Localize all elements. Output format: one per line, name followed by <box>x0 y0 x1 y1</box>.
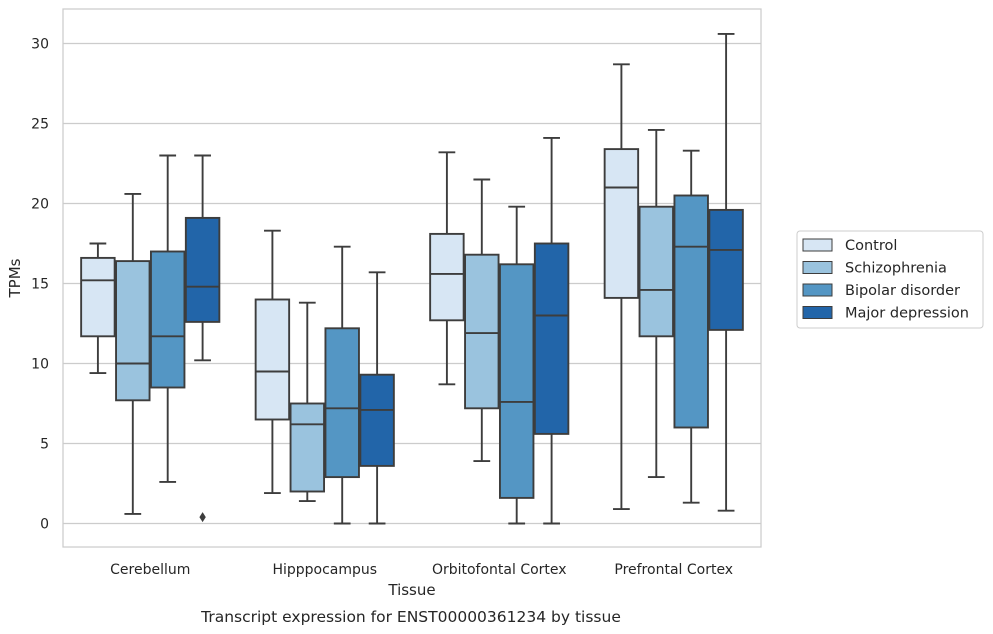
x-tick-labels: Cerebellum Hipppocampus Orbitofontal Corte… <box>110 562 733 578</box>
box <box>254 298 291 421</box>
legend-swatch <box>802 306 833 319</box>
y-tick-labels: 0 5 10 15 20 25 30 <box>31 37 49 533</box>
box <box>603 148 640 299</box>
legend-swatch <box>802 261 833 274</box>
y-tick-label: 5 <box>40 437 49 453</box>
box <box>115 260 151 402</box>
x-tick-label: Orbitofontal Cortex <box>432 562 567 578</box>
box <box>464 253 500 410</box>
y-tick-label: 10 <box>31 357 49 373</box>
box <box>324 327 360 479</box>
x-tick-label: Prefrontal Cortex <box>614 562 733 578</box>
box <box>638 205 675 338</box>
outlier-point <box>199 512 206 523</box>
legend-label: Bipolar disorder <box>845 283 960 299</box>
box <box>289 402 326 493</box>
legend-label: Major depression <box>845 306 969 322</box>
y-tick-label: 0 <box>40 517 49 533</box>
plot-area-frame <box>62 8 762 548</box>
box <box>359 373 395 467</box>
y-tick-label: 30 <box>31 37 49 53</box>
box-series <box>80 32 744 525</box>
x-axis-label: Tissue <box>387 581 435 599</box>
x-tick-label: Cerebellum <box>110 562 190 578</box>
legend-label: Schizophrenia <box>845 261 947 277</box>
box <box>149 250 186 389</box>
box <box>429 232 465 322</box>
y-tick-label: 15 <box>31 277 49 293</box>
legend-swatch <box>802 283 833 297</box>
box <box>673 194 709 429</box>
box <box>80 256 116 338</box>
chart-caption: Transcript expression for ENST0000036123… <box>200 608 621 626</box>
box <box>498 263 535 499</box>
y-axis-label: TPMs <box>6 258 24 298</box>
legend: Control Schizophrenia Bipolar disorder Majo… <box>796 230 984 329</box>
legend-label: Control <box>845 238 897 254</box>
box <box>708 208 744 331</box>
legend-frame <box>796 230 984 329</box>
legend-swatch <box>802 238 833 252</box>
x-tick-label: Hipppocampus <box>272 562 377 578</box>
y-tick-label: 25 <box>31 117 49 133</box>
box <box>184 216 221 323</box>
y-tick-label: 20 <box>31 197 49 213</box>
box <box>533 242 570 435</box>
